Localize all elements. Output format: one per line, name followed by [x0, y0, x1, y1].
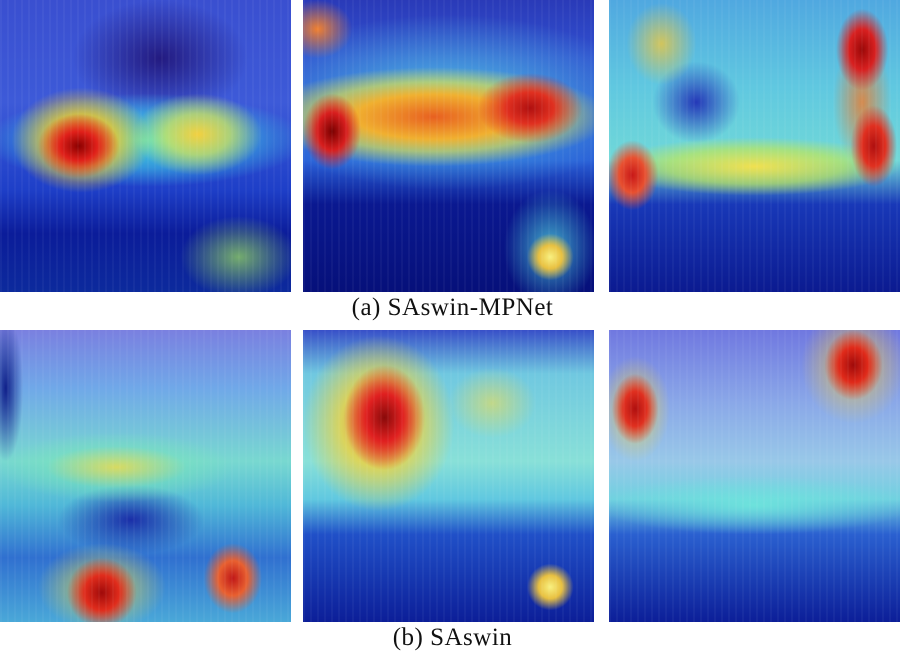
- saswin-heatmap-3: [609, 330, 900, 622]
- saswin-heatmap-1: [0, 330, 291, 622]
- saswin-mpnet-heatmap-2: [303, 0, 594, 292]
- saswin-mpnet-heatmap-1: [0, 0, 291, 292]
- caption-b: (b) SAswin: [392, 624, 513, 651]
- saswin-heatmap-2: [303, 330, 594, 622]
- saswin-mpnet-heatmap-3: [609, 0, 900, 292]
- caption-a: (a) SAswin-MPNet: [351, 294, 554, 321]
